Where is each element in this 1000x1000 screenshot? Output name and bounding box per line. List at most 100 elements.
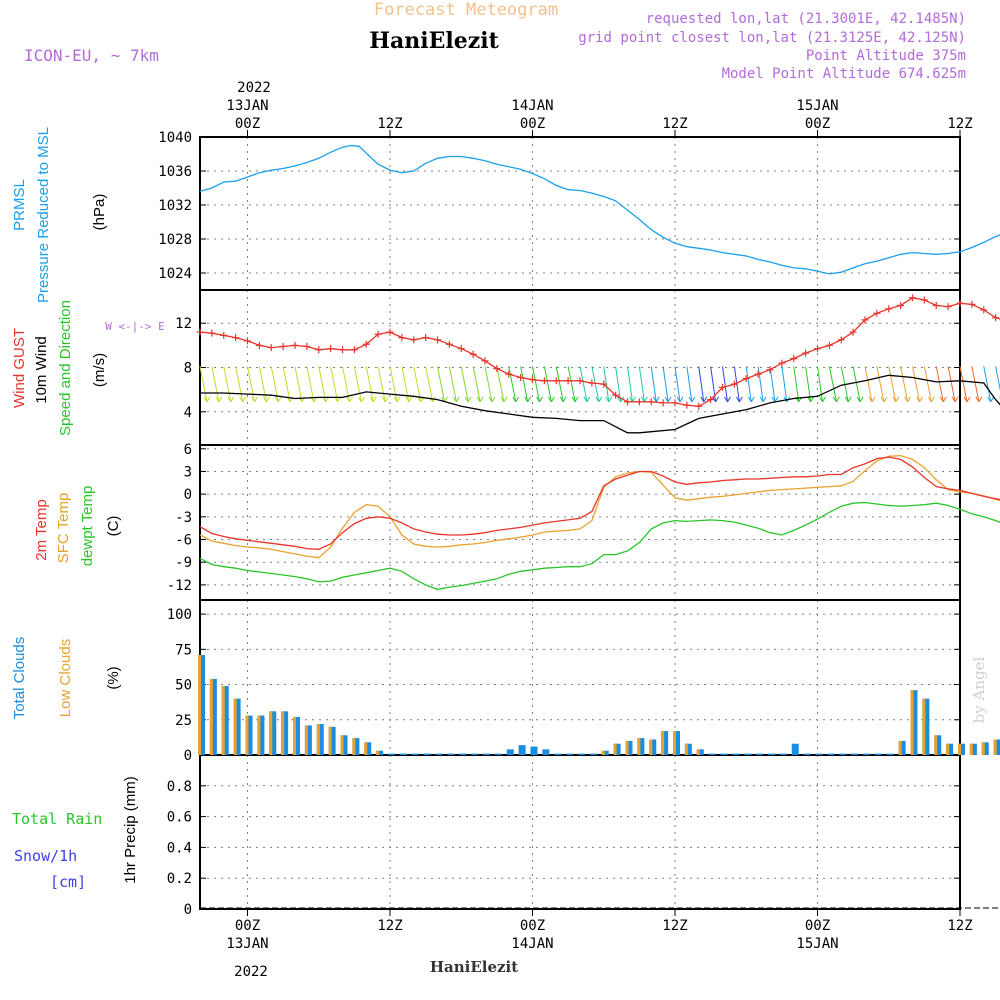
wind-direction-arrow — [254, 396, 258, 403]
pressure-ytick-label: 1024 — [158, 266, 192, 282]
gust-marker — [683, 401, 691, 409]
wind-direction-arrow — [774, 396, 779, 403]
low-cloud-bar — [613, 743, 617, 755]
low-cloud-bar — [601, 750, 605, 755]
total-cloud-bar — [554, 753, 562, 755]
wind-direction-arrow — [629, 396, 633, 403]
total-cloud-bar — [328, 726, 336, 755]
gridpoint-coords: grid point closest lon,lat (21.3125E, 42… — [578, 30, 966, 46]
gust-marker — [255, 341, 263, 349]
wind-direction-arrow — [444, 396, 448, 403]
wind-direction-arrow — [227, 396, 232, 403]
precip-ytick-label: 0.4 — [167, 840, 192, 856]
wind-direction-arrow — [408, 396, 413, 403]
wind-direction-arrow — [912, 366, 920, 402]
gust-marker — [873, 309, 881, 317]
wind-direction-arrow — [888, 366, 897, 402]
wind-direction-arrow — [966, 396, 971, 403]
date-label-bottom: 13JAN — [226, 936, 268, 952]
model-label: ICON-EU, ~ 7km — [24, 46, 159, 65]
low-cloud-bar — [958, 743, 961, 755]
gust-marker — [244, 337, 251, 345]
low-cloud-bar — [316, 724, 320, 755]
precip-label-2: Snow/1h — [14, 847, 77, 865]
temp-ytick-label: -9 — [175, 555, 192, 571]
wind-ytick-label: 8 — [184, 361, 192, 377]
wind-direction-arrow — [759, 396, 764, 403]
wind-ytick-label: 4 — [184, 405, 192, 421]
wind-direction-arrow — [262, 396, 267, 403]
total-cloud-bar — [530, 746, 538, 755]
date-label-top: 14JAN — [511, 98, 553, 114]
wind-direction-arrow — [583, 396, 588, 403]
wind-direction-arrow — [900, 366, 909, 402]
wind-direction-arrow — [562, 396, 567, 403]
gust-marker — [600, 380, 608, 388]
wind-direction-arrow — [206, 396, 211, 403]
time-label-top: 12Z — [947, 116, 972, 132]
gust-marker — [825, 341, 833, 349]
wind-direction-arrow — [536, 396, 540, 403]
wind-direction-arrow — [947, 366, 956, 402]
wind-direction-arrow — [832, 396, 837, 403]
total-cloud-bar — [744, 753, 752, 755]
wind-direction-arrow — [357, 396, 362, 403]
wind-direction-arrow — [715, 396, 720, 403]
total-cloud-bar — [910, 690, 918, 755]
point-altitude: Point Altitude 375m — [806, 48, 966, 64]
gust-marker — [445, 340, 453, 348]
wind-labels: Wind GUST 10m Wind Speed and Direction (… — [11, 300, 165, 436]
gust-marker — [814, 345, 821, 353]
total-cloud-bar — [447, 753, 455, 755]
wind-direction-arrow — [662, 366, 669, 402]
gust-marker — [410, 336, 418, 344]
wind-direction-arrow — [203, 396, 208, 403]
total-cloud-bar — [221, 685, 229, 755]
total-cloud-bar — [969, 743, 977, 755]
wind-direction-arrow — [512, 396, 517, 403]
low-cloud-bar — [281, 711, 285, 755]
cloud-label-2: Low Clouds — [57, 639, 74, 717]
low-cloud-bar — [993, 739, 997, 755]
wind-direction-arrow — [527, 396, 532, 403]
pressure-label-1: PRMSL — [11, 179, 28, 231]
gust-marker — [671, 399, 679, 407]
total-cloud-bar — [566, 753, 574, 755]
wind-direction-arrow — [247, 366, 255, 402]
wind-direction-arrow — [757, 366, 764, 402]
gust-marker — [457, 345, 465, 353]
total-cloud-bar — [589, 753, 597, 755]
wind-direction-arrow — [762, 396, 767, 403]
total-cloud-bar — [661, 731, 669, 755]
total-cloud-bar — [376, 750, 384, 755]
low-cloud-bar — [684, 743, 688, 755]
low-cloud-bar — [233, 698, 237, 755]
gust-marker — [909, 294, 916, 302]
wind-direction-arrow — [218, 396, 223, 403]
plot-area: 1024 1028 1032 1036 1040 4 8 12 -12 -9 -6 -3 0 3 6 0 25 5… — [158, 98, 1000, 952]
wind-direction-arrow — [691, 396, 696, 403]
time-label-bottom: 00Z — [805, 918, 830, 934]
gust-marker — [386, 328, 394, 336]
gust-marker — [469, 350, 477, 358]
total-cloud-bar — [637, 738, 645, 755]
wind-direction-arrow — [503, 396, 508, 403]
time-label-bottom: 12Z — [377, 918, 402, 934]
time-label-bottom: 12Z — [947, 918, 972, 934]
wind-direction-arrow — [365, 366, 374, 402]
wind-direction-arrow — [460, 366, 469, 402]
total-cloud-bar — [233, 698, 241, 755]
gust-marker — [754, 370, 762, 378]
gust-marker — [659, 399, 667, 407]
gust-marker — [920, 296, 928, 304]
wind-direction-arrow — [959, 366, 968, 402]
total-cloud-bar — [316, 724, 324, 755]
gust-marker — [932, 302, 940, 309]
gust-marker — [802, 349, 810, 357]
low-cloud-bar — [696, 749, 700, 755]
low-cloud-bar — [934, 735, 938, 755]
total-cloud-bar — [993, 739, 1000, 755]
wind-direction-arrow — [769, 366, 776, 402]
wind-direction-arrow — [688, 396, 693, 403]
wind-direction-arrow — [864, 366, 873, 402]
